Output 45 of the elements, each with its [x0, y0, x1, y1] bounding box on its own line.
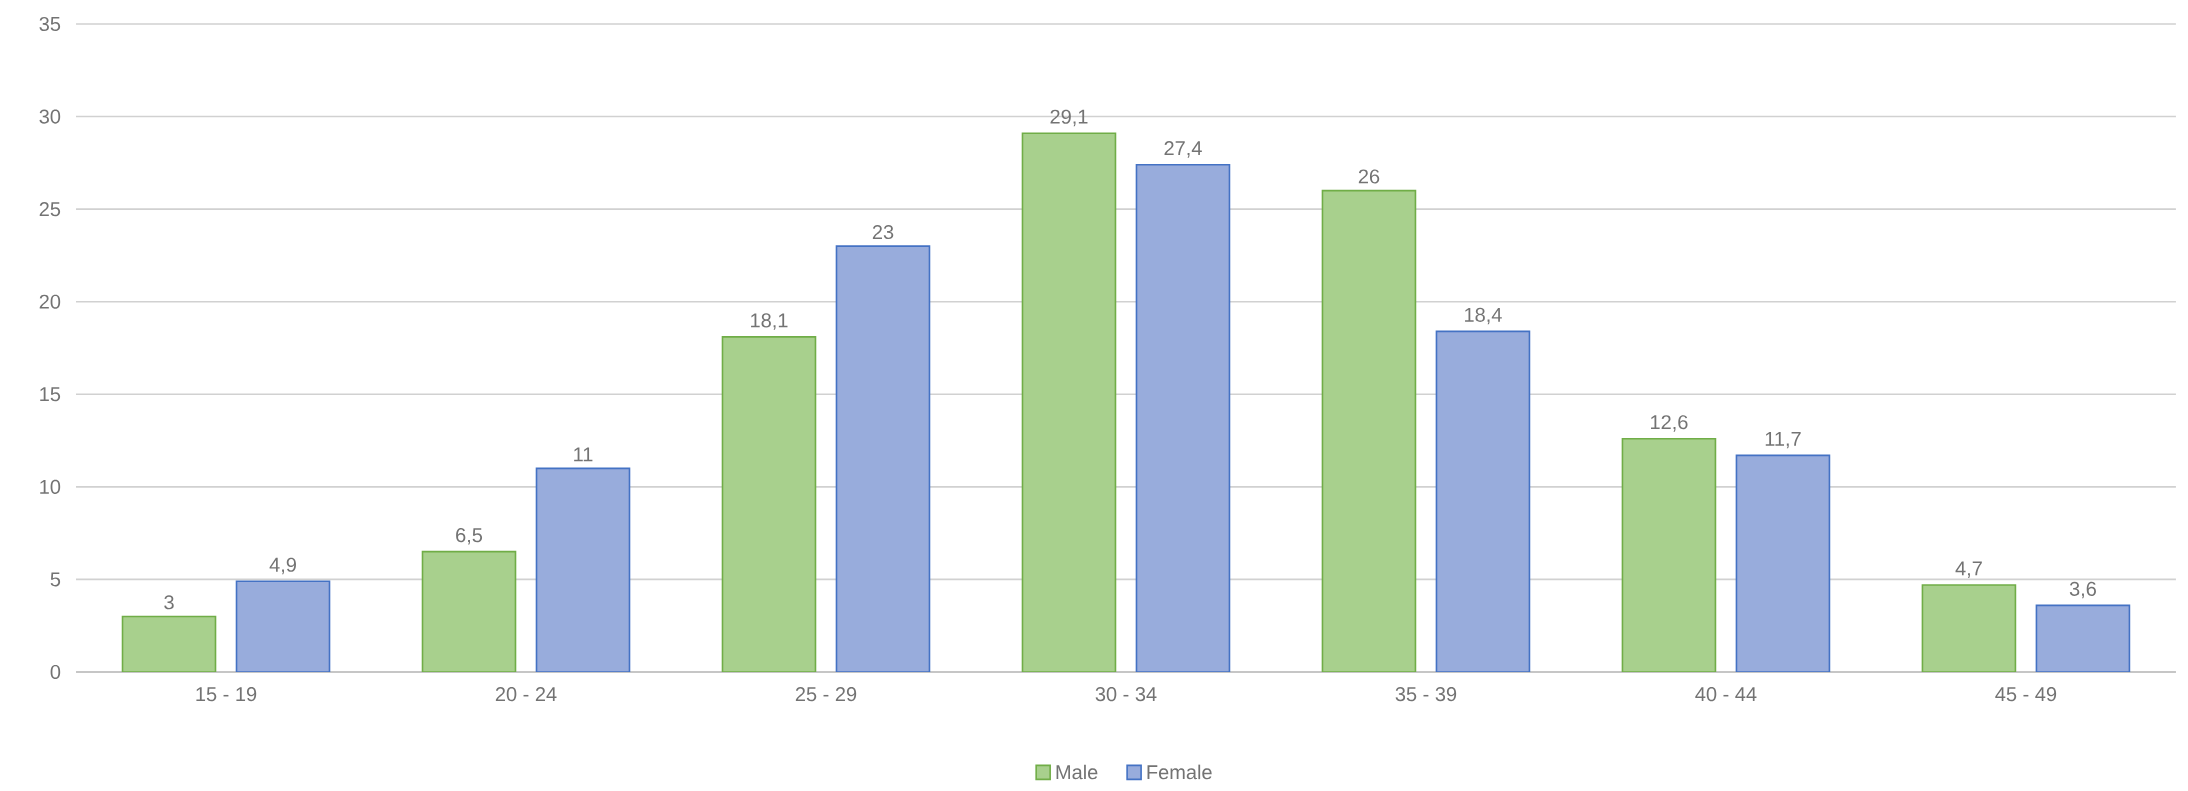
x-tick-label: 15 - 19 [196, 687, 257, 702]
x-tick-label: 45 - 49 [1995, 687, 2057, 702]
y-tick-label: 10 [40, 479, 61, 494]
x-tick-label: 20 - 24 [495, 687, 557, 702]
y-tick-label: 35 [39, 16, 61, 32]
bar [1621, 437, 1717, 672]
y-tick-label: 15 [40, 387, 61, 402]
bar [1921, 584, 2017, 672]
bar [1321, 189, 1417, 672]
bar [1021, 132, 1117, 672]
bar [1135, 163, 1231, 672]
data-label: 11 [574, 447, 593, 462]
data-label: 12,6 [1651, 415, 1688, 432]
data-label: 4,7 [1955, 561, 1982, 578]
bar [1435, 330, 1531, 672]
bar [235, 580, 331, 672]
data-label: 3 [164, 595, 174, 610]
bar [535, 467, 631, 672]
x-tick-label: 30 - 34 [1095, 687, 1157, 702]
data-label: 23 [872, 224, 894, 240]
bar [1735, 454, 1831, 672]
y-tick-label: 0 [50, 664, 61, 680]
data-label: 18,4 [1465, 307, 1502, 325]
data-label: 3,6 [2069, 581, 2096, 599]
y-tick-label: 25 [39, 202, 61, 217]
bar [721, 336, 817, 672]
data-label: 11,7 [1765, 431, 1801, 449]
data-label: 26 [1358, 169, 1380, 184]
data-label: 4,9 [269, 557, 296, 575]
bar [835, 245, 931, 672]
x-tick-label: 35 - 39 [1395, 687, 1457, 702]
y-tick-label: 5 [50, 572, 61, 587]
data-label: 18,1 [751, 313, 788, 330]
legend-label: Male [1056, 764, 1098, 780]
y-tick-label: 20 [39, 294, 61, 309]
data-label: 6,5 [456, 528, 483, 545]
data-label: 29,1 [1050, 109, 1088, 127]
data-label: 27,4 [1164, 141, 1202, 158]
bar [421, 550, 517, 672]
bar [2035, 604, 2131, 672]
x-tick-label: 40 - 44 [1695, 687, 1757, 702]
bar [121, 615, 217, 672]
legend-label: Female [1147, 764, 1212, 780]
x-tick-label: 25 - 29 [795, 687, 857, 702]
y-tick-label: 30 [39, 109, 61, 124]
